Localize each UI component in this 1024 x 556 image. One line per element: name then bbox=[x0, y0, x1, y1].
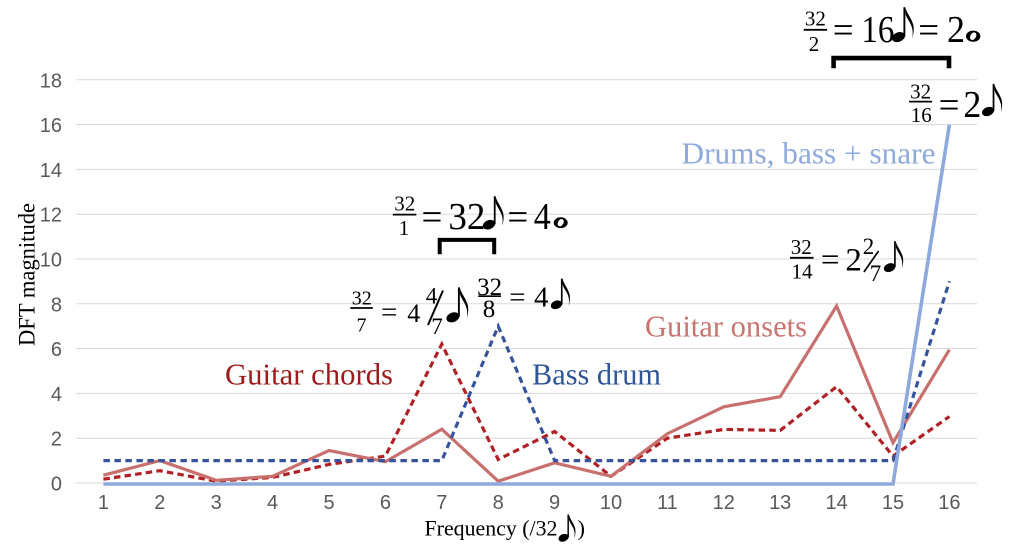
svg-text:1: 1 bbox=[399, 216, 410, 240]
svg-text:32: 32 bbox=[805, 6, 826, 30]
svg-text:DFT magnitude: DFT magnitude bbox=[14, 203, 40, 346]
svg-text:15: 15 bbox=[882, 492, 904, 514]
svg-text:10: 10 bbox=[600, 492, 622, 514]
svg-text:Frequency (/32: Frequency (/32 bbox=[425, 516, 558, 541]
svg-text:7: 7 bbox=[357, 315, 367, 337]
svg-text:=: = bbox=[918, 10, 939, 51]
svg-text:2: 2 bbox=[51, 429, 62, 451]
svg-text:4: 4 bbox=[426, 284, 438, 309]
svg-text:32: 32 bbox=[352, 287, 372, 309]
svg-text:2: 2 bbox=[963, 84, 981, 126]
svg-text:3: 3 bbox=[211, 492, 222, 514]
svg-text:16: 16 bbox=[938, 492, 960, 514]
svg-text:=: = bbox=[381, 297, 397, 329]
svg-text:16: 16 bbox=[40, 115, 62, 137]
svg-text:=: = bbox=[507, 197, 528, 238]
svg-text:2: 2 bbox=[845, 242, 862, 278]
svg-text:Guitar chords: Guitar chords bbox=[225, 357, 393, 392]
svg-text:8: 8 bbox=[493, 492, 504, 514]
svg-text:=: = bbox=[833, 10, 854, 51]
svg-text:7: 7 bbox=[870, 261, 882, 286]
svg-text:6: 6 bbox=[51, 339, 62, 361]
svg-text:0: 0 bbox=[51, 474, 62, 496]
svg-text:32: 32 bbox=[394, 192, 415, 216]
svg-text:13: 13 bbox=[769, 492, 791, 514]
svg-text:4: 4 bbox=[534, 196, 551, 238]
svg-text:4: 4 bbox=[267, 492, 278, 514]
svg-text:32: 32 bbox=[791, 235, 812, 259]
svg-text:1: 1 bbox=[98, 492, 109, 514]
svg-text:4: 4 bbox=[51, 384, 62, 406]
svg-text:=: = bbox=[821, 242, 840, 278]
svg-text:2: 2 bbox=[809, 32, 820, 56]
svg-text:Drums, bass + snare: Drums, bass + snare bbox=[682, 136, 936, 171]
svg-text:6: 6 bbox=[380, 492, 391, 514]
svg-text:16: 16 bbox=[861, 9, 894, 51]
svg-text:8: 8 bbox=[51, 294, 62, 316]
svg-text:4: 4 bbox=[407, 299, 420, 328]
svg-text:7: 7 bbox=[436, 492, 447, 514]
svg-text:2: 2 bbox=[947, 9, 965, 51]
svg-text:5: 5 bbox=[323, 492, 334, 514]
svg-text:14: 14 bbox=[825, 492, 847, 514]
svg-text:14: 14 bbox=[40, 160, 62, 182]
svg-text:=: = bbox=[421, 197, 442, 238]
svg-text:=: = bbox=[509, 282, 525, 314]
svg-text:2: 2 bbox=[154, 492, 165, 514]
svg-text:18: 18 bbox=[40, 70, 62, 92]
svg-text:14: 14 bbox=[792, 260, 814, 284]
svg-text:8: 8 bbox=[483, 296, 496, 323]
svg-text:12: 12 bbox=[40, 205, 62, 227]
svg-text:7: 7 bbox=[431, 314, 443, 339]
svg-text:10: 10 bbox=[40, 250, 62, 272]
svg-text:Bass drum: Bass drum bbox=[532, 357, 661, 392]
svg-text:32: 32 bbox=[448, 196, 485, 238]
svg-text:11: 11 bbox=[657, 492, 678, 514]
svg-text:=: = bbox=[939, 85, 960, 126]
svg-text:9: 9 bbox=[549, 492, 560, 514]
svg-text:16: 16 bbox=[911, 103, 932, 127]
svg-text:Guitar onsets: Guitar onsets bbox=[645, 309, 807, 344]
svg-text:): ) bbox=[578, 516, 586, 541]
svg-text:2: 2 bbox=[863, 234, 875, 259]
svg-text:4: 4 bbox=[534, 282, 549, 314]
svg-text:32: 32 bbox=[910, 80, 931, 104]
svg-text:12: 12 bbox=[713, 492, 735, 514]
